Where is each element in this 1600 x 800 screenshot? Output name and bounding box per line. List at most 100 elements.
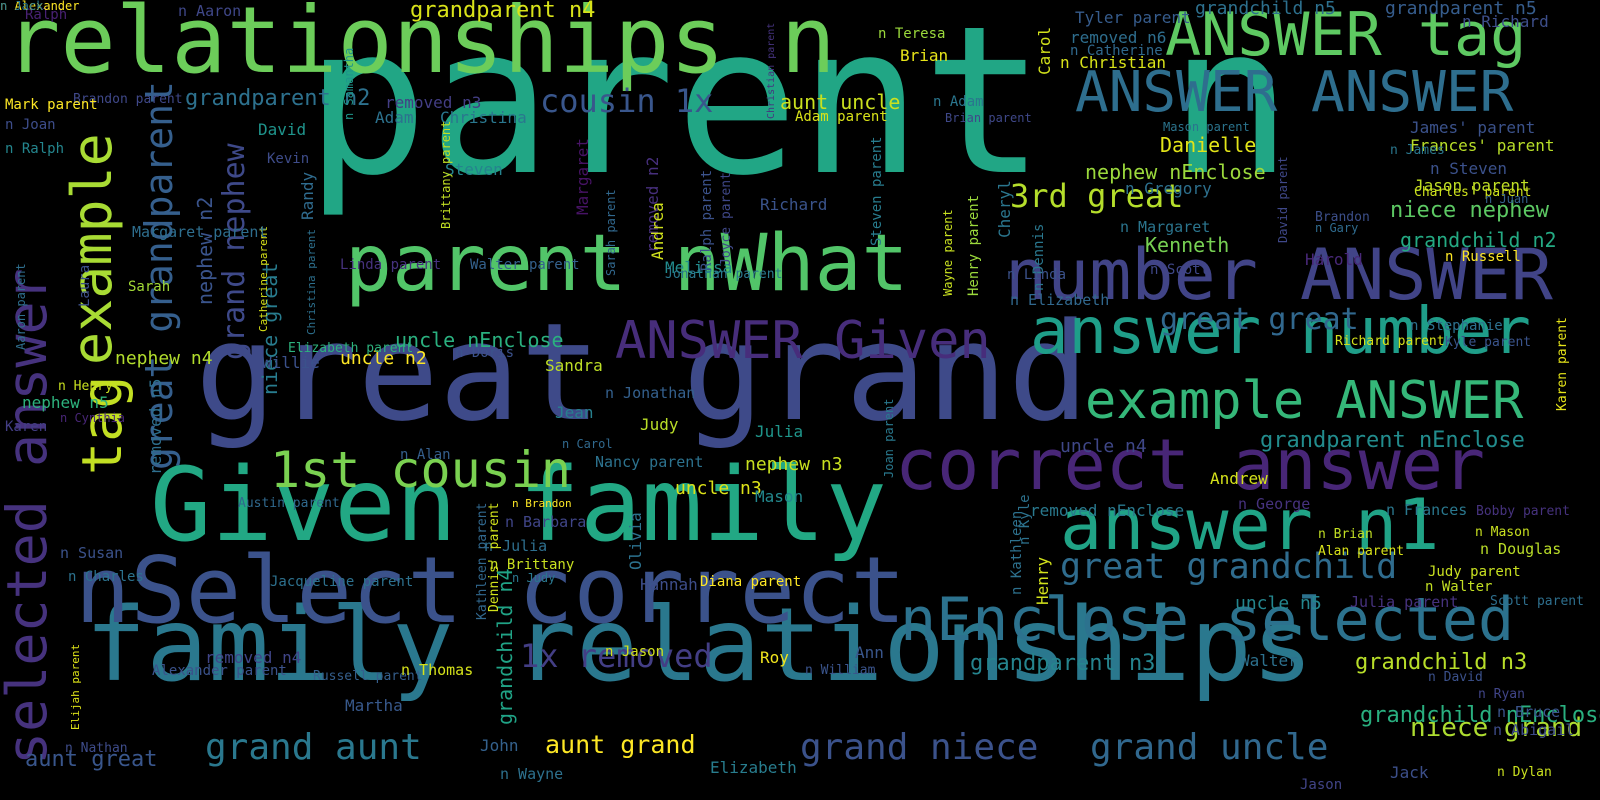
cloud-word: Olivia <box>626 512 645 570</box>
cloud-word: nephew n4 <box>115 348 213 369</box>
cloud-word: n Carol <box>562 437 613 451</box>
cloud-word: Julia <box>755 422 804 441</box>
cloud-word: Mason parent <box>1163 120 1250 134</box>
cloud-word: great great <box>1160 302 1359 337</box>
cloud-word: family relationships <box>85 586 1314 705</box>
cloud-word: n Abigail <box>1493 721 1575 739</box>
cloud-word: Judy parent <box>1428 564 1521 580</box>
cloud-word: Dennis' parent <box>487 502 502 612</box>
cloud-word: Randy <box>298 171 317 220</box>
cloud-word: n Catherine <box>1070 43 1163 59</box>
cloud-word: David parent <box>1276 156 1290 243</box>
cloud-word: Diana parent <box>700 574 802 590</box>
cloud-word: n Ralph <box>5 141 65 157</box>
cloud-word: n Juan <box>1485 192 1529 206</box>
cloud-word: Sarah <box>128 279 171 295</box>
cloud-word: grand nephew <box>217 143 252 360</box>
cloud-word: n Steven <box>1430 159 1508 178</box>
cloud-word: Adam parent <box>795 109 888 125</box>
cloud-word: Tyler parent <box>1075 8 1191 27</box>
cloud-word: Brian <box>900 46 949 65</box>
cloud-word: cousin 1x <box>540 82 714 120</box>
cloud-word: Richard parent <box>1335 334 1445 349</box>
cloud-word: answer n1 <box>1060 484 1440 566</box>
cloud-word: grand niece <box>800 727 1039 768</box>
cloud-word: n William <box>805 663 876 678</box>
cloud-word: Harold <box>1305 250 1363 269</box>
cloud-word: great grand <box>195 294 1090 451</box>
cloud-word: ANSWER tag <box>1165 0 1527 70</box>
cloud-word: Catherine parent <box>257 226 270 332</box>
cloud-word: uncle n4 <box>1060 436 1147 457</box>
cloud-word: grandparent n5 <box>1385 0 1537 19</box>
cloud-word: Christina <box>440 108 527 127</box>
cloud-word: n Russell <box>1445 249 1521 265</box>
cloud-word: n Jack <box>0 0 44 13</box>
cloud-word: n Alan <box>400 447 451 463</box>
cloud-word: correct answer <box>895 424 1486 506</box>
cloud-word: removed n3 <box>385 93 482 112</box>
cloud-word: Jonathan parent <box>665 267 783 282</box>
cloud-word: Walter parent <box>470 257 580 273</box>
cloud-word: Sarah parent <box>604 189 618 276</box>
cloud-word: Wayne parent <box>941 209 955 296</box>
cloud-word: n Henry <box>58 379 113 394</box>
cloud-word: n Teresa <box>878 26 946 42</box>
cloud-word: n Ryan <box>1478 687 1525 702</box>
cloud-word: Nancy parent <box>595 453 704 471</box>
cloud-word: uncle n5 <box>1235 593 1322 614</box>
cloud-word: Mark parent <box>5 97 98 113</box>
cloud-word: nephew nEnclose <box>1085 160 1266 184</box>
cloud-word: answer number <box>1030 295 1531 369</box>
cloud-word: uncle n3 <box>675 478 762 499</box>
cloud-word: n Brittany <box>490 557 575 573</box>
cloud-word: n Judy <box>512 571 556 585</box>
cloud-word: Bobby parent <box>1476 504 1570 519</box>
cloud-word: Brittany parent <box>439 120 453 229</box>
cloud-word: 1x removed <box>520 637 713 675</box>
cloud-word: 3rd great <box>1010 177 1184 215</box>
cloud-word: Laura <box>77 264 93 307</box>
cloud-word: Brian parent <box>945 111 1032 125</box>
cloud-word: n Joan <box>5 117 56 133</box>
cloud-word: David <box>258 120 307 139</box>
cloud-word: grand uncle <box>1090 727 1329 768</box>
cloud-word: Austin parent <box>238 496 340 511</box>
cloud-word: grandchild n5 <box>1195 0 1336 19</box>
cloud-word: Ralph <box>25 7 68 23</box>
cloud-word: Ralph parent <box>699 169 715 271</box>
cloud-word: parent n <box>305 0 1293 221</box>
cloud-word: Jacqueline parent <box>270 574 414 590</box>
cloud-word: n Susan <box>60 544 124 562</box>
cloud-word: n Margaret <box>1120 218 1211 236</box>
cloud-word: Linda parent <box>340 257 442 273</box>
cloud-word: n Walter <box>1425 579 1493 595</box>
cloud-word: n Christian <box>1060 53 1166 72</box>
cloud-word: Ann <box>855 643 884 662</box>
cloud-word: Frances' parent <box>1410 136 1555 155</box>
cloud-word: Alan parent <box>1318 544 1405 559</box>
cloud-word: n Samantha <box>342 47 356 120</box>
cloud-word: Joan parent <box>882 398 896 478</box>
cloud-word: n Brian <box>1318 527 1373 542</box>
cloud-word: Kenneth <box>1145 233 1230 257</box>
cloud-word: removed n6 <box>1070 28 1167 47</box>
cloud-word: n Richard <box>1462 12 1549 31</box>
cloud-word: Steven <box>445 160 503 179</box>
cloud-word: example <box>60 133 124 365</box>
cloud-word: niece grand <box>1410 713 1583 743</box>
cloud-word: Karen parent <box>1555 317 1570 411</box>
cloud-word: Roy <box>760 648 789 667</box>
cloud-word: n Linda <box>1007 267 1067 283</box>
cloud-word: Elizabeth <box>710 758 797 777</box>
cloud-word: aunt great <box>25 747 158 772</box>
cloud-word: Henry <box>1033 556 1052 605</box>
cloud-word: Alexander parent <box>152 663 287 679</box>
cloud-word: Willie <box>262 353 320 372</box>
cloud-word: uncle n2 <box>340 348 427 369</box>
cloud-word: Richard <box>760 195 828 214</box>
cloud-word: Brandon parent <box>73 92 183 107</box>
cloud-word: uncle nEnclose <box>395 328 564 352</box>
cloud-word: ANSWER ANSWER <box>1075 60 1514 125</box>
cloud-word: n Jason <box>605 644 665 660</box>
